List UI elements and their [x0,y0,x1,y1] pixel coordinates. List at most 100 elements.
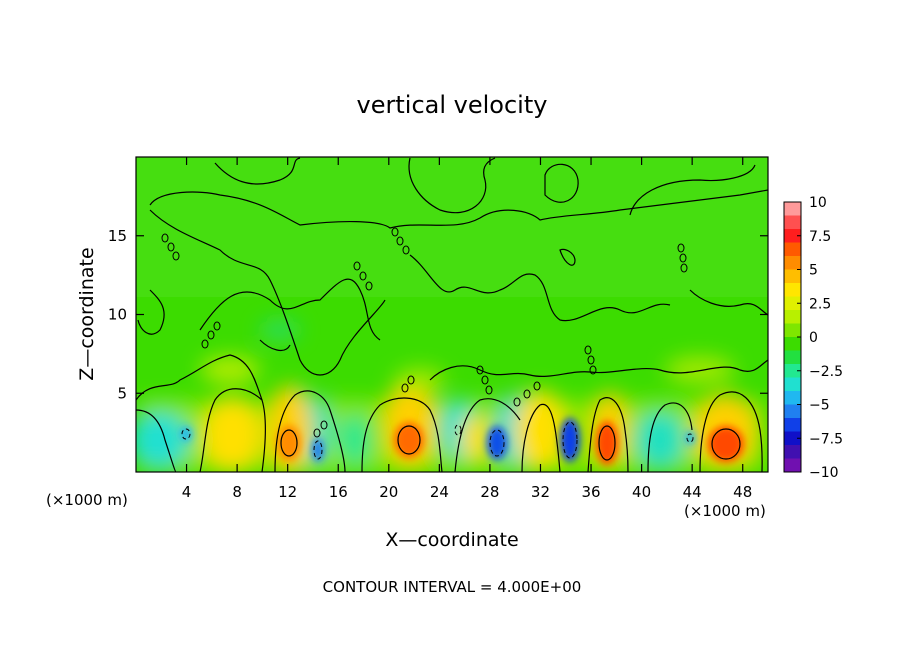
zero-mark-18 [485,385,493,395]
colorbar-swatch [784,242,801,257]
colorbar-swatch [784,229,801,243]
core-22 [394,422,424,458]
contour-col-7 [587,397,629,472]
zero-mark-3 [172,251,180,261]
x-unit-right: (×1000 m) [684,502,766,520]
y-tick-label: 15 [108,227,127,245]
high-zone-8 [202,397,262,472]
colorbar-swatch [784,269,801,284]
colorbar-swatch [784,337,801,351]
colorbar-swatch [784,445,801,459]
contour-low-1 [136,354,263,401]
high-zone-27 [461,414,489,462]
contour-upper-3 [408,157,496,214]
x-tick-label: 40 [632,483,651,501]
zero-mark-26 [513,397,521,407]
colorbar-swatch [784,418,801,432]
zero-mark-4 [391,227,399,237]
x-tick-label: 16 [329,483,348,501]
colorbar-swatch [784,323,801,338]
plot-area [136,157,768,472]
contours-negative [181,421,694,460]
x-tick-label: 24 [430,483,449,501]
x-tick-label: 8 [232,483,242,501]
contour-mid-2 [199,278,381,341]
contour-neg-34 [562,421,578,459]
y-tick-label: 10 [108,306,127,324]
y-tick-label: 5 [117,384,127,402]
contour-col-6 [521,403,561,472]
zero-mark-10 [677,243,685,253]
mid-green-3 [665,356,735,384]
y-axis: 5 10 15 [108,227,768,402]
zero-mark-13 [213,321,221,331]
zero-mark-2 [167,242,175,252]
contour-core-12 [280,429,298,457]
contour-core-37 [598,425,616,461]
colorbar-swatch [784,296,801,311]
zero-mark-17 [481,375,489,385]
contours [136,157,768,472]
zero-mark-9 [365,281,373,291]
x-tick-label: 4 [182,483,192,501]
contour-upper-5 [629,164,756,216]
chart-title: vertical velocity [357,91,548,119]
mid-green-1 [200,356,260,384]
low-zone-42 [634,410,686,470]
colorbar-label: 7.5 [809,229,831,245]
colorbar-label: −2.5 [809,364,843,380]
upper-field [136,157,768,297]
x-unit-left: (×1000 m) [46,491,128,509]
contour-mid-5 [259,339,291,352]
colorbar-label: −7.5 [809,431,843,447]
contour-neg-14 [313,440,323,460]
zero-mark-27 [523,389,531,399]
colorbar-swatch [784,350,801,365]
contour-mid-4 [137,289,165,335]
x-axis: 4 8 12 16 20 24 28 32 36 40 44 48 [182,157,752,501]
zero-mark-24 [313,428,321,438]
zero-mark-1 [161,233,169,243]
y-axis-title: Z—coordinate [76,247,98,380]
contour-col-9 [699,391,763,472]
mid-green-4 [260,320,300,340]
colorbar: 10 7.5 5 2.5 0 −2.5 −5 −7.5 −10 [783,195,843,481]
colorbar-label: 0 [809,330,818,346]
zero-mark-12 [680,263,688,273]
contour-mid-3 [409,254,671,322]
zero-mark-11 [679,253,687,263]
x-tick-label: 12 [278,483,297,501]
contour-neg-4 [181,428,191,440]
contour-col-2 [199,388,267,472]
zero-mark-7 [353,261,361,271]
colorbar-label: 5 [809,263,818,279]
x-tick-label: 44 [683,483,702,501]
x-tick-label: 28 [480,483,499,501]
x-tick-label: 20 [379,483,398,501]
contour-upper-2 [214,157,301,185]
zero-mark-22 [401,383,409,393]
zero-mark-25 [320,420,328,430]
zero-mark-21 [589,365,597,375]
colorbar-swatch [784,458,801,473]
x-tick-label: 36 [581,483,600,501]
contour-col-4 [361,397,443,472]
contour-mid-1 [149,209,386,376]
core-46 [708,426,744,462]
zero-mark-15 [201,339,209,349]
colorbar-swatch [784,364,801,378]
colorbar-label: 10 [809,195,827,211]
colorbar-label: 2.5 [809,296,831,312]
x-tick-label: 32 [531,483,550,501]
contour-col-3 [274,390,346,472]
zero-mark-6 [402,245,410,255]
colorbar-swatch [784,404,801,419]
contour-col-8 [647,402,693,472]
colorbar-label: −10 [809,465,839,481]
x-tick-label: 48 [733,483,752,501]
contour-upper-4 [544,163,579,203]
colorbar-swatch [784,283,801,297]
contour-neg-23 [454,424,462,436]
zero-mark-8 [359,271,367,281]
